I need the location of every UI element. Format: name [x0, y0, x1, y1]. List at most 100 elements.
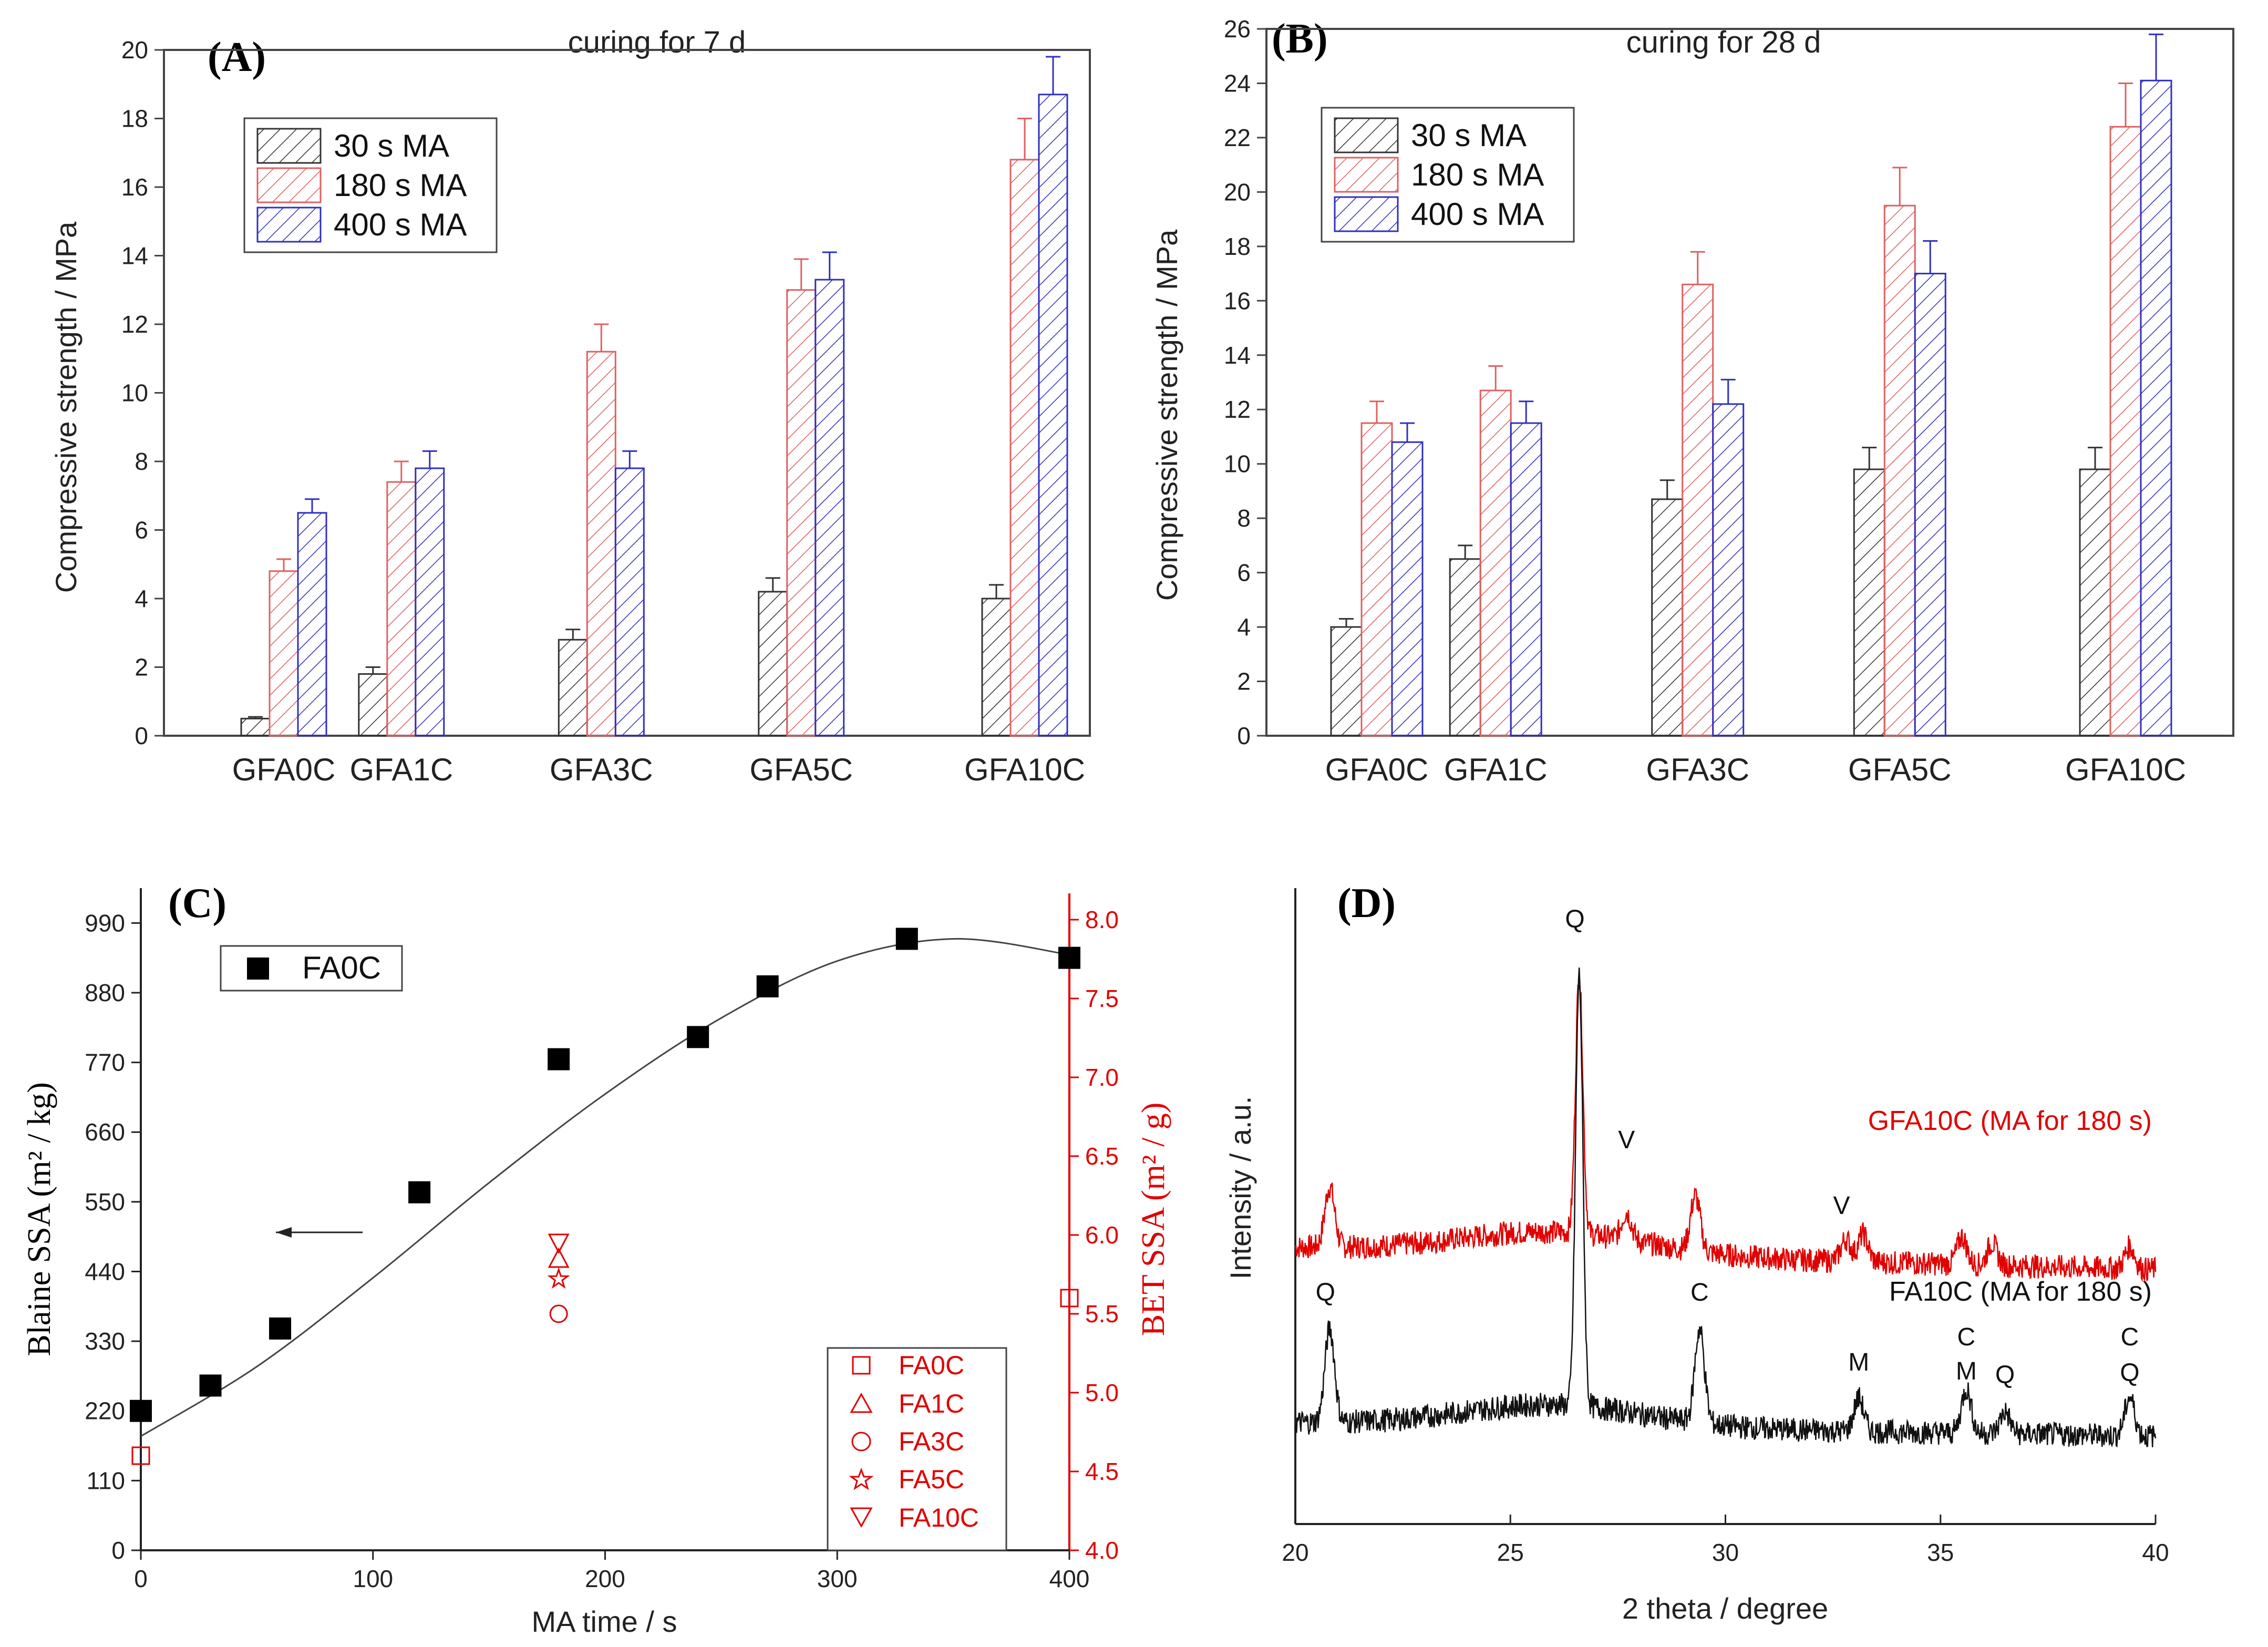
c-ytick-label: 880 — [85, 979, 125, 1006]
c-ytick-label: 770 — [85, 1049, 125, 1076]
A-marks-bar — [758, 591, 788, 737]
legend-swatch-180s — [256, 167, 322, 203]
B-marks-bar — [2079, 468, 2111, 737]
c-bet-point — [131, 1446, 150, 1465]
A-marks-bar — [1009, 159, 1040, 737]
A-marks-ytick-label: 10 — [121, 379, 148, 407]
panel-c-scatter-chart: (C) Blaine SSA (m² / kg) BET SSA (m² / g… — [22, 880, 1171, 1638]
c-ytick-label: 0 — [111, 1537, 125, 1564]
d-phase-label: M — [1956, 1357, 1977, 1385]
A-marks-bar — [558, 639, 588, 737]
B-marks-bar — [2109, 126, 2142, 737]
B-marks-category-label: GFA3C — [1646, 752, 1749, 787]
legend-c-bet-fa10c-label: FA10C — [899, 1503, 979, 1532]
B-marks-bar — [1330, 626, 1363, 737]
c-blaine-point — [895, 928, 918, 950]
c-y2tick-label: 7.0 — [1085, 1064, 1119, 1091]
A-marks-bar — [1038, 94, 1068, 737]
legend-swatch-30s — [256, 128, 322, 164]
c-y2tick-label: 7.5 — [1085, 985, 1119, 1012]
panel-b-y-axis-label: Compressive strength / MPa — [1150, 229, 1183, 601]
legend-c-bet-fa0c-label: FA0C — [899, 1351, 964, 1380]
legend-label-30s: 30 s MA — [334, 128, 449, 163]
B-marks-ytick-label: 20 — [1224, 178, 1251, 205]
A-marks-bar — [786, 289, 817, 737]
panel-b-title: curing for 28 d — [1626, 25, 1821, 59]
B-marks-ytick-label: 0 — [1237, 722, 1251, 749]
panel-b-bar-chart: (B) curing for 28 d Compressive strength… — [1150, 15, 2234, 787]
A-marks-ytick-label: 20 — [121, 36, 148, 64]
c-bet-point — [547, 1267, 570, 1289]
d-phase-label: C — [1690, 1279, 1709, 1306]
B-marks-ytick-label: 14 — [1224, 342, 1251, 369]
A-marks-bar — [586, 351, 616, 737]
c-y2tick-label: 8.0 — [1085, 906, 1119, 933]
A-marks-category-label: GFA1C — [349, 752, 453, 787]
panel-a-label: (A) — [208, 34, 266, 80]
A-marks-ytick-label: 14 — [121, 242, 148, 270]
A-marks-ytick-label: 6 — [135, 517, 148, 544]
d-xtick-label: 30 — [1712, 1539, 1739, 1566]
c-ytick-label: 220 — [85, 1397, 125, 1425]
c-xtick-label: 0 — [134, 1565, 148, 1592]
legend-c-bet-fa1c-label: FA1C — [899, 1389, 964, 1418]
A-marks-ytick-label: 0 — [135, 722, 148, 749]
B-marks-bar — [1391, 441, 1424, 737]
d-phase-label: Q — [1316, 1279, 1335, 1306]
c-y2tick-label: 6.5 — [1085, 1142, 1119, 1170]
panel-d-xrd-chart: (D) Intensity / a.u. 2 theta / degree GF… — [1224, 880, 2169, 1625]
legend-b-swatch-30s — [1334, 117, 1399, 153]
panel-c-y-axis-label: Blaine SSA (m² / kg) — [22, 1082, 57, 1356]
panel-d-trace-label-fa10c: FA10C (MA for 180 s) — [1889, 1277, 2152, 1307]
B-marks-ytick-label: 4 — [1237, 613, 1251, 641]
legend-label-180s: 180 s MA — [334, 168, 467, 203]
B-marks-ytick-label: 2 — [1237, 668, 1251, 695]
B-marks-bar — [1853, 468, 1885, 737]
d-xtick-label: 40 — [2142, 1539, 2169, 1566]
A-marks-category-label: GFA0C — [232, 752, 336, 787]
B-marks-category-label: GFA5C — [1848, 752, 1952, 787]
A-marks-bar — [614, 467, 645, 737]
c-bet-point — [549, 1304, 568, 1323]
legend-c-fa0c-label: FA0C — [302, 950, 381, 985]
B-marks-bar — [1479, 389, 1512, 737]
A-marks-bar — [981, 598, 1012, 737]
c-blaine-point — [756, 975, 779, 997]
A-marks-ytick-label: 12 — [121, 311, 148, 338]
d-phase-label: M — [1848, 1349, 1869, 1376]
c-y2tick-label: 5.0 — [1085, 1379, 1119, 1406]
panel-d-y-axis-label: Intensity / a.u. — [1224, 1096, 1257, 1280]
d-phase-label: Q — [1995, 1361, 2015, 1389]
d-xtick-label: 35 — [1927, 1539, 1954, 1566]
A-marks-ytick-label: 18 — [121, 105, 148, 132]
c-xtick-label: 400 — [1049, 1565, 1090, 1592]
B-marks-ytick-label: 18 — [1224, 233, 1251, 260]
A-marks-bar — [358, 673, 388, 737]
d-phase-label: Q — [1565, 905, 1584, 933]
panel-a-legend: 30 s MA 180 s MA 400 s MA — [243, 117, 498, 253]
B-marks-bar — [1651, 498, 1684, 737]
c-blaine-point — [130, 1399, 152, 1422]
c-bet-point — [548, 1247, 570, 1268]
A-marks-category-label: GFA3C — [550, 752, 653, 787]
legend-b-label-180s: 180 s MA — [1411, 157, 1544, 192]
d-phase-label: C — [2121, 1323, 2139, 1351]
d-phase-label: V — [1618, 1126, 1635, 1154]
B-marks-bar — [1914, 273, 1946, 737]
A-marks-bar — [269, 570, 299, 737]
B-marks-bar — [1712, 403, 1745, 737]
panel-c-legend-left: FA0C — [220, 945, 403, 992]
d-xtick-label: 25 — [1497, 1539, 1524, 1566]
legend-c-bet-fa5c-label: FA5C — [899, 1465, 964, 1494]
B-marks-ytick-label: 24 — [1224, 69, 1251, 97]
panel-c-y2-axis-label: BET SSA (m² / g) — [1136, 1103, 1171, 1336]
panel-c-label: (C) — [168, 880, 226, 927]
panel-c-legend-right: FA0C FA1C FA3C FA5C FA10C — [827, 1347, 1007, 1551]
c-blaine-point — [199, 1374, 222, 1397]
A-marks-bar — [815, 279, 845, 737]
legend-c-fa0c-marker — [247, 958, 269, 980]
B-marks-ytick-label: 12 — [1224, 396, 1251, 423]
legend-c-bet-fa10c-marker — [850, 1507, 873, 1528]
legend-c-bet-fa5c-marker — [849, 1467, 874, 1490]
